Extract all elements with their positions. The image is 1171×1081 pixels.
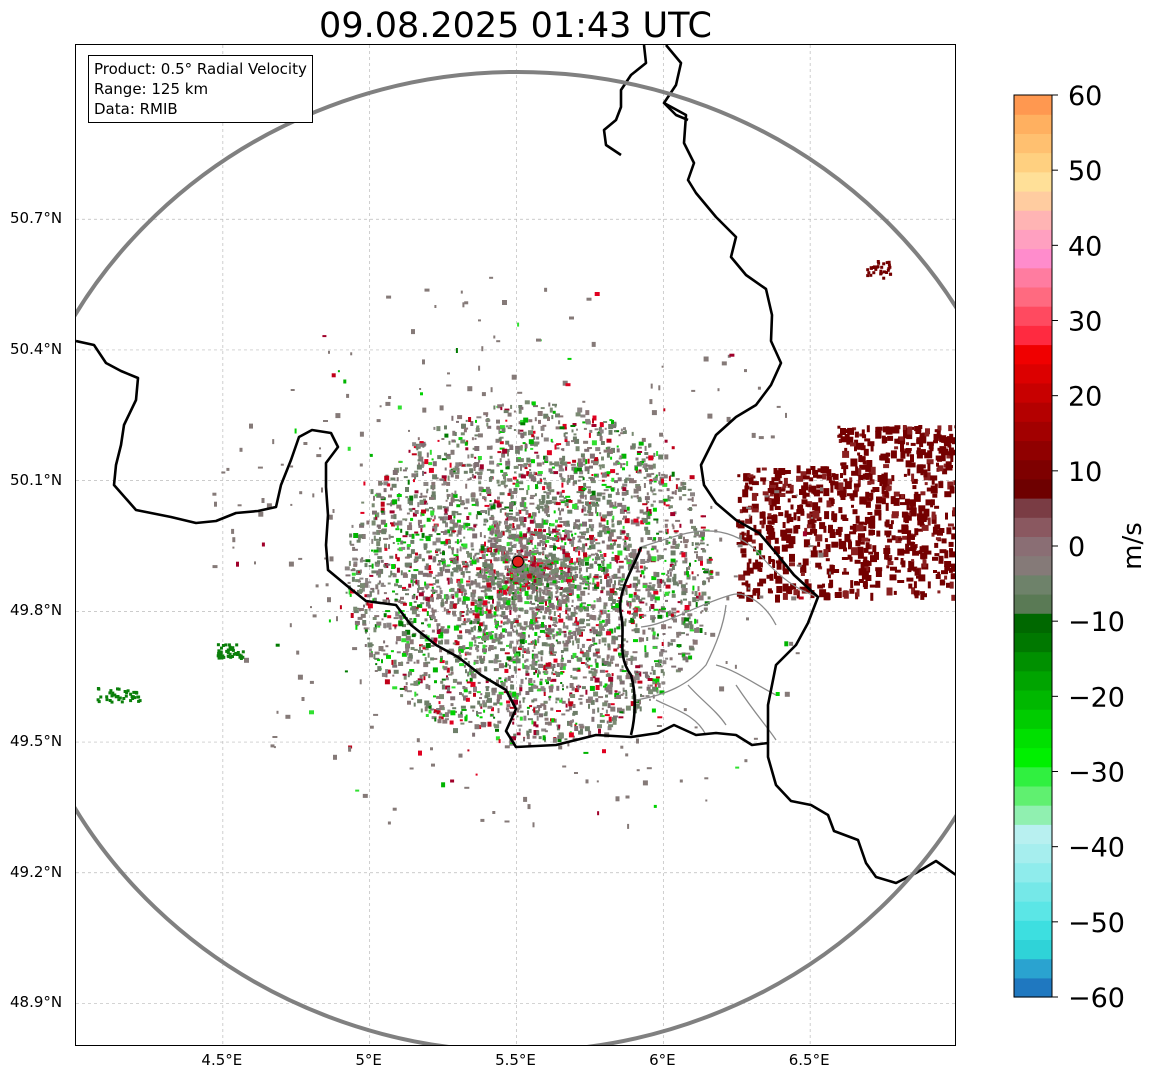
colorbar-segment	[1014, 95, 1052, 115]
colorbar-segment	[1014, 344, 1052, 365]
colorbar-segment	[1014, 517, 1052, 537]
colorbar-segment	[1014, 363, 1052, 384]
radar-site-marker[interactable]	[511, 555, 524, 568]
colorbar-segment	[1014, 229, 1052, 250]
lon-tick-label: 5°E	[355, 1051, 382, 1069]
colorbar-segment	[1014, 805, 1052, 825]
lon-tick-label: 4.5°E	[201, 1051, 243, 1069]
colorbar-segment	[1014, 593, 1052, 614]
colorbar-segment	[1014, 689, 1052, 710]
colorbar-segment	[1014, 632, 1052, 653]
country-borders	[76, 45, 955, 885]
colorbar-tick-label: 50	[1068, 156, 1102, 187]
lat-tick-label: 50.7°N	[10, 209, 63, 228]
colorbar-segment	[1014, 133, 1052, 154]
lat-tick-label: 48.9°N	[10, 993, 63, 1012]
info-product: Product: 0.5° Radial Velocity	[94, 60, 307, 78]
colorbar-segment	[1014, 190, 1052, 211]
colorbar-segment	[1014, 766, 1052, 787]
colorbar-segment	[1014, 402, 1052, 422]
range-ring-circle	[76, 70, 955, 1045]
colorbar-segment	[1014, 114, 1052, 134]
lon-tick-label: 5.5°E	[495, 1051, 536, 1069]
lat-tick-label: 50.1°N	[10, 470, 63, 489]
colorbar-tick-label: 30	[1068, 307, 1102, 338]
colorbar-tick-label: −30	[1068, 758, 1125, 789]
colorbar-tick-label: 40	[1068, 231, 1102, 262]
lat-tick-label: 49.8°N	[10, 601, 63, 620]
radar-map-canvas	[76, 45, 955, 1045]
colorbar-tick-label: −40	[1068, 833, 1125, 864]
colorbar-tick-label: −50	[1068, 908, 1125, 939]
colorbar-tick-label: −20	[1068, 682, 1125, 713]
colorbar-segment	[1014, 325, 1052, 346]
graticule-grid	[76, 45, 955, 1045]
info-range: Range: 125 km	[94, 80, 209, 98]
colorbar-segment	[1014, 670, 1052, 691]
colorbar-segment	[1014, 171, 1052, 192]
colorbar-segment	[1014, 862, 1052, 883]
colorbar-segment	[1014, 613, 1052, 633]
colorbar-segment	[1014, 286, 1052, 307]
colorbar-tick-label: 60	[1068, 81, 1102, 112]
colorbar-segment	[1014, 478, 1052, 499]
radar-map[interactable]	[75, 44, 956, 1046]
colorbar-unit-label: m/s	[1118, 522, 1148, 570]
colorbar-segment	[1014, 824, 1052, 845]
colorbar-segment	[1014, 248, 1052, 269]
colorbar-tick-label: 0	[1068, 532, 1085, 563]
colorbar-segment	[1014, 881, 1052, 902]
lon-tick-label: 6.5°E	[788, 1051, 830, 1069]
colorbar-tick-label: −10	[1068, 607, 1125, 638]
map-title: 09.08.2025 01:43 UTC	[319, 6, 712, 46]
colorbar-tick-label: 10	[1068, 457, 1102, 488]
colorbar-segment	[1014, 152, 1052, 173]
colorbar-segment	[1014, 555, 1052, 576]
colorbar-segment	[1014, 498, 1052, 518]
colorbar-segment	[1014, 651, 1052, 672]
colorbar-tick-label: 20	[1068, 382, 1102, 413]
range-ring	[76, 70, 955, 1045]
lon-tick-label: 6°E	[649, 1051, 676, 1069]
colorbar-segment	[1014, 421, 1052, 442]
info-box: Product: 0.5° Radial Velocity Range: 125…	[88, 55, 313, 123]
colorbar-segment	[1014, 709, 1052, 729]
lat-tick-label: 49.2°N	[10, 862, 63, 881]
colorbar-segment	[1014, 728, 1052, 749]
lat-tick-label: 49.5°N	[10, 732, 63, 751]
colorbar-segment	[1014, 382, 1052, 403]
velocity-colorbar: 60 50 40 30 20 10 0 −10 −20 −30 −40 −50 −60	[1013, 81, 1125, 1014]
colorbar-segment	[1014, 267, 1052, 288]
colorbar-segment	[1014, 901, 1052, 921]
radar-site	[511, 555, 524, 568]
colorbar-segment	[1014, 306, 1052, 326]
colorbar-segment	[1014, 459, 1052, 480]
lat-tick-label: 50.4°N	[10, 339, 63, 358]
colorbar-segment	[1014, 785, 1052, 806]
colorbar-segment	[1014, 440, 1052, 461]
colorbar-segment	[1014, 939, 1052, 960]
colorbar-tick-label: −60	[1068, 983, 1125, 1014]
colorbar-segment	[1014, 920, 1052, 941]
colorbar-segment	[1014, 977, 1052, 998]
colorbar-segment	[1014, 958, 1052, 979]
radar-velocity-echoes	[96, 260, 955, 829]
colorbar-segment	[1014, 574, 1052, 595]
colorbar-segment	[1014, 843, 1052, 864]
colorbar-segment	[1014, 536, 1052, 557]
colorbar-segment	[1014, 747, 1052, 768]
colorbar-segment	[1014, 210, 1052, 230]
info-data-source: Data: RMIB	[94, 100, 178, 118]
